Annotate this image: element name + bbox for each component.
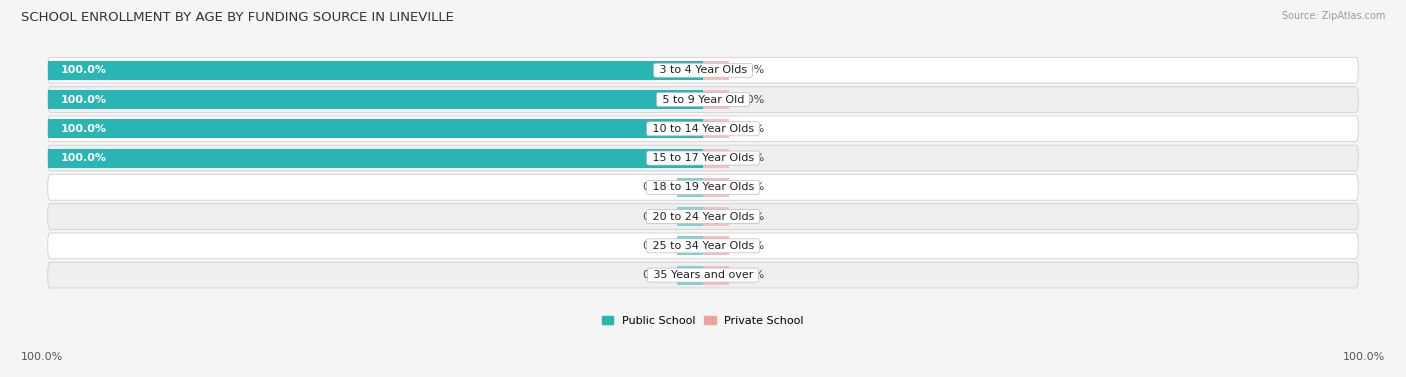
Bar — [676, 207, 703, 226]
Bar — [676, 178, 703, 197]
Bar — [676, 236, 703, 255]
Bar — [703, 149, 730, 167]
Text: 100.0%: 100.0% — [60, 153, 107, 163]
Text: 0.0%: 0.0% — [735, 182, 763, 192]
Text: 10 to 14 Year Olds: 10 to 14 Year Olds — [648, 124, 758, 134]
FancyBboxPatch shape — [48, 57, 1358, 83]
Text: 3 to 4 Year Olds: 3 to 4 Year Olds — [655, 65, 751, 75]
FancyBboxPatch shape — [48, 175, 1358, 200]
Text: 15 to 17 Year Olds: 15 to 17 Year Olds — [648, 153, 758, 163]
Bar — [703, 90, 730, 109]
Text: 25 to 34 Year Olds: 25 to 34 Year Olds — [648, 241, 758, 251]
FancyBboxPatch shape — [48, 116, 1358, 142]
Text: 0.0%: 0.0% — [643, 241, 671, 251]
Bar — [48, 149, 703, 167]
Bar — [48, 119, 703, 138]
Legend: Public School, Private School: Public School, Private School — [598, 311, 808, 330]
FancyBboxPatch shape — [48, 204, 1358, 230]
Text: 0.0%: 0.0% — [735, 65, 763, 75]
Bar — [703, 119, 730, 138]
Text: 0.0%: 0.0% — [643, 211, 671, 222]
Bar — [48, 90, 703, 109]
Text: 0.0%: 0.0% — [643, 270, 671, 280]
Text: SCHOOL ENROLLMENT BY AGE BY FUNDING SOURCE IN LINEVILLE: SCHOOL ENROLLMENT BY AGE BY FUNDING SOUR… — [21, 11, 454, 24]
Text: 35 Years and over: 35 Years and over — [650, 270, 756, 280]
Text: 100.0%: 100.0% — [21, 352, 63, 362]
Text: 0.0%: 0.0% — [643, 182, 671, 192]
Text: 0.0%: 0.0% — [735, 211, 763, 222]
Text: 100.0%: 100.0% — [60, 65, 107, 75]
FancyBboxPatch shape — [48, 262, 1358, 288]
Text: 20 to 24 Year Olds: 20 to 24 Year Olds — [648, 211, 758, 222]
Text: 100.0%: 100.0% — [1343, 352, 1385, 362]
FancyBboxPatch shape — [48, 87, 1358, 112]
Text: 100.0%: 100.0% — [60, 95, 107, 104]
Text: 0.0%: 0.0% — [735, 124, 763, 134]
FancyBboxPatch shape — [48, 145, 1358, 171]
Bar — [703, 266, 730, 285]
Bar — [48, 61, 703, 80]
Bar — [703, 178, 730, 197]
FancyBboxPatch shape — [48, 233, 1358, 259]
Bar — [703, 61, 730, 80]
Bar — [703, 236, 730, 255]
Bar — [703, 207, 730, 226]
Text: 0.0%: 0.0% — [735, 95, 763, 104]
Text: 0.0%: 0.0% — [735, 241, 763, 251]
Text: Source: ZipAtlas.com: Source: ZipAtlas.com — [1281, 11, 1385, 21]
Text: 0.0%: 0.0% — [735, 270, 763, 280]
Text: 0.0%: 0.0% — [735, 153, 763, 163]
Text: 5 to 9 Year Old: 5 to 9 Year Old — [658, 95, 748, 104]
Text: 100.0%: 100.0% — [60, 124, 107, 134]
Bar — [676, 266, 703, 285]
Text: 18 to 19 Year Olds: 18 to 19 Year Olds — [648, 182, 758, 192]
